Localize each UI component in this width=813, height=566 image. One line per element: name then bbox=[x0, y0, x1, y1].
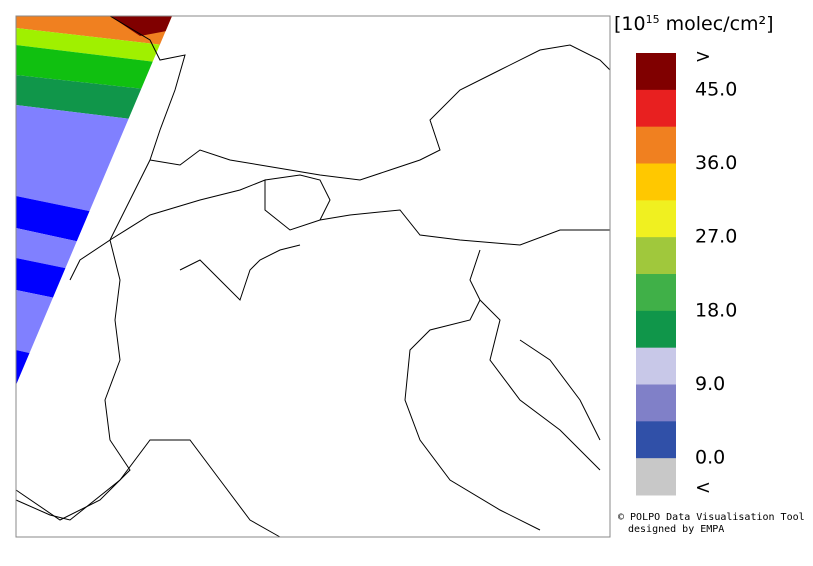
unit-prefix: [10 bbox=[614, 13, 646, 35]
colorbar-cell bbox=[636, 237, 676, 275]
colorbar-cell bbox=[636, 163, 676, 201]
colorbar-cell bbox=[636, 421, 676, 459]
colorbar-cell bbox=[636, 200, 676, 238]
unit-suffix: molec/cm²] bbox=[660, 13, 774, 35]
colorbar-label: 0.0 bbox=[695, 447, 725, 469]
colorbar-cell bbox=[636, 274, 676, 312]
country-borders bbox=[15, 15, 611, 538]
colorbar-cell bbox=[636, 53, 676, 91]
colorbar-unit: [1015 molec/cm²] bbox=[614, 13, 774, 35]
satellite-swath bbox=[16, 16, 172, 385]
credit-line: © POLPO Data Visualisation Tool bbox=[618, 512, 805, 523]
map-frame bbox=[15, 15, 611, 538]
colorbar-cell bbox=[636, 89, 676, 128]
colorbar-label: 36.0 bbox=[695, 152, 737, 174]
colorbar-label: 9.0 bbox=[695, 373, 725, 395]
colorbar-label: 45.0 bbox=[695, 78, 737, 100]
colorbar-cell bbox=[636, 384, 676, 422]
colorbar-cell bbox=[636, 126, 676, 164]
colorbar-cell bbox=[636, 458, 676, 496]
colorbar-label: > bbox=[695, 46, 711, 68]
colorbar: >45.0 36.0 27.0 18.0 9.0 0.0 < bbox=[636, 46, 737, 499]
colorbar-label: < bbox=[695, 477, 711, 499]
colorbar-cell bbox=[636, 347, 676, 385]
colorbar-cell bbox=[636, 310, 676, 349]
credit-line: designed by EMPA bbox=[628, 524, 724, 535]
colorbar-label: 27.0 bbox=[695, 226, 737, 248]
unit-exponent: 15 bbox=[646, 13, 660, 26]
colorbar-label: 18.0 bbox=[695, 299, 737, 321]
